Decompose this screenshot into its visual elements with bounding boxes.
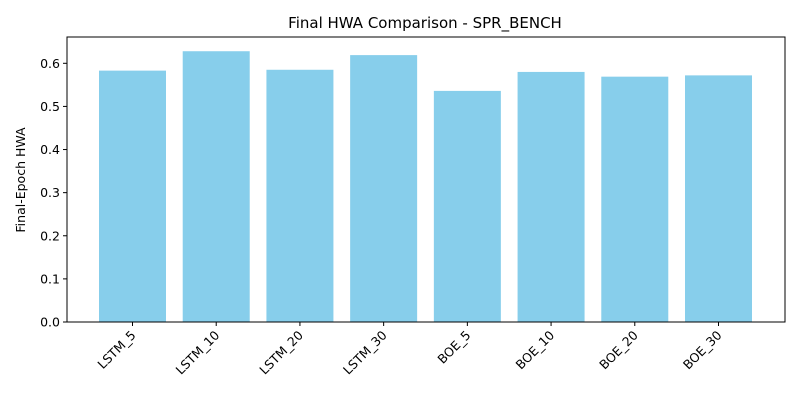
y-tick-label: 0.1 — [40, 271, 60, 286]
y-tick-label: 0.0 — [40, 315, 60, 330]
x-tick-label: LSTM_20 — [256, 327, 306, 377]
x-tick-label: LSTM_30 — [340, 327, 390, 377]
bar-lstm-20 — [266, 69, 334, 323]
bar-lstm-5 — [99, 70, 166, 322]
bars-group — [99, 51, 752, 323]
y-tick-label: 0.5 — [40, 99, 60, 114]
bar-boe-30 — [685, 75, 752, 322]
y-tick-label: 0.6 — [40, 56, 60, 71]
bar-lstm-30 — [350, 55, 418, 323]
bar-boe-5 — [433, 90, 501, 322]
y-axis-label: Final-Epoch HWA — [13, 127, 28, 233]
x-tick-label: BOE_20 — [596, 327, 641, 372]
y-tick-label: 0.4 — [40, 142, 60, 157]
bar-lstm-10 — [182, 51, 250, 322]
x-tick-label: BOE_10 — [512, 327, 557, 372]
plot-frame — [66, 36, 786, 323]
x-axis: LSTM_5 LSTM_10 LSTM_20 LSTM_30 BOE_5 BOE_10 BO… — [94, 322, 725, 377]
chart-title: Final HWA Comparison - SPR_BENCH — [288, 14, 562, 33]
y-tick-label: 0.2 — [40, 228, 60, 243]
bar-boe-20 — [601, 76, 669, 322]
x-tick-label: LSTM_5 — [94, 328, 138, 372]
x-tick-label: BOE_5 — [434, 328, 473, 367]
y-axis: 0.0 0.1 0.2 0.3 0.4 0.5 0.6 — [40, 56, 67, 330]
x-tick-label: LSTM_10 — [172, 327, 222, 377]
y-tick-label: 0.3 — [40, 185, 60, 200]
bar-boe-10 — [517, 71, 585, 323]
x-tick-label: BOE_30 — [680, 327, 725, 372]
